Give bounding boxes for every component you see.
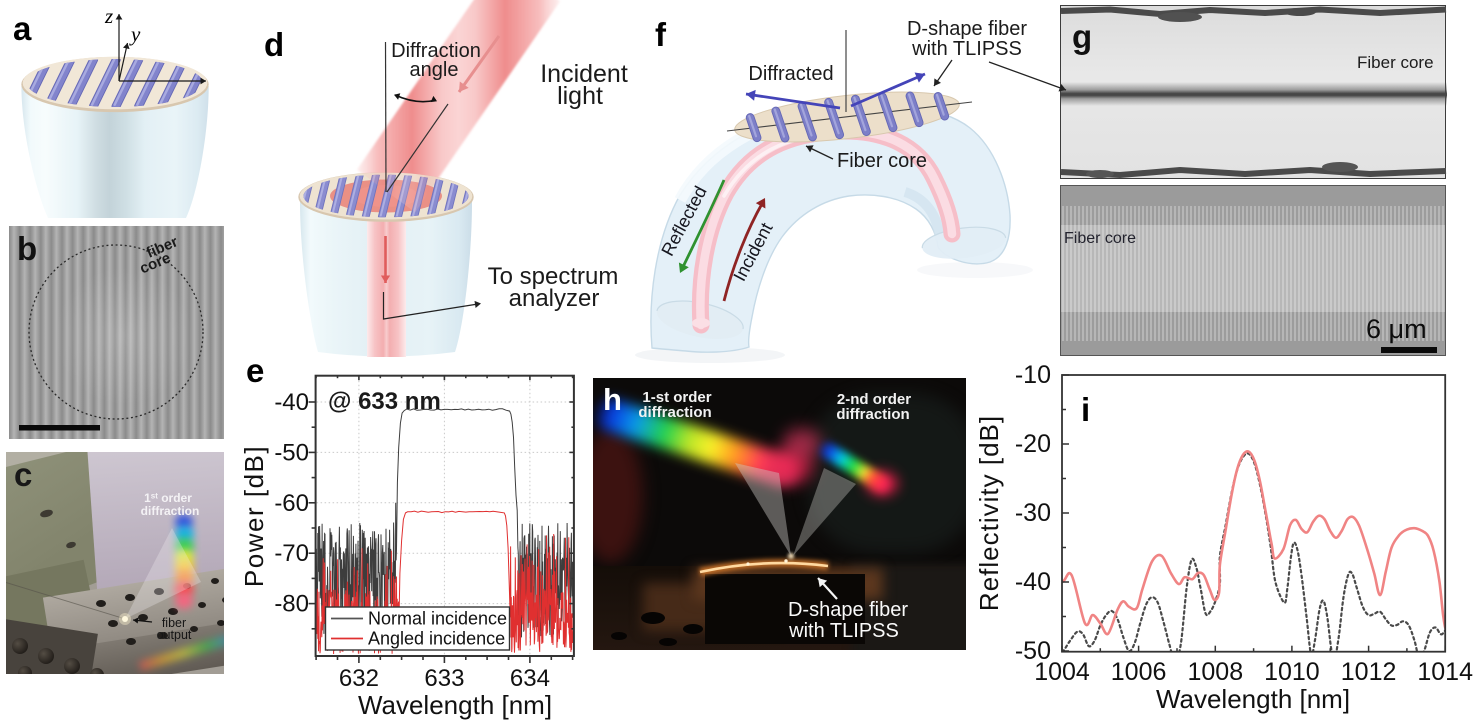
svg-text:@ 633 nm: @ 633 nm bbox=[328, 388, 441, 415]
svg-text:core: core bbox=[137, 249, 173, 277]
svg-text:z: z bbox=[104, 4, 113, 28]
svg-text:fiber: fiber bbox=[162, 616, 186, 630]
svg-text:1st order: 1st order bbox=[144, 491, 192, 505]
svg-text:632: 632 bbox=[339, 665, 379, 692]
svg-text:-60: -60 bbox=[274, 490, 309, 517]
svg-text:y: y bbox=[129, 22, 141, 46]
svg-text:diffraction: diffraction bbox=[638, 404, 711, 421]
svg-text:d: d bbox=[264, 26, 284, 63]
svg-text:1012: 1012 bbox=[1341, 658, 1397, 686]
svg-text:-40: -40 bbox=[274, 389, 309, 416]
svg-text:1014: 1014 bbox=[1417, 658, 1473, 686]
svg-text:D-shape fiber: D-shape fiber bbox=[788, 599, 908, 621]
svg-text:with TLIPSS: with TLIPSS bbox=[911, 38, 1022, 60]
svg-text:-40: -40 bbox=[1015, 568, 1051, 596]
svg-text:Power [dB]: Power [dB] bbox=[239, 445, 269, 587]
svg-text:light: light bbox=[557, 82, 603, 110]
svg-text:-20: -20 bbox=[1015, 430, 1051, 458]
svg-text:633: 633 bbox=[424, 665, 464, 692]
svg-text:1-st order: 1-st order bbox=[642, 389, 711, 406]
svg-text:a: a bbox=[13, 10, 32, 47]
svg-text:diffraction: diffraction bbox=[836, 406, 909, 423]
svg-text:analyzer: analyzer bbox=[509, 285, 600, 312]
svg-text:angle: angle bbox=[410, 59, 459, 81]
svg-text:1004: 1004 bbox=[1034, 658, 1090, 686]
svg-text:Reflectivity [dB]: Reflectivity [dB] bbox=[974, 415, 1004, 611]
svg-text:1006: 1006 bbox=[1111, 658, 1167, 686]
svg-text:6 μm: 6 μm bbox=[1366, 314, 1427, 344]
svg-text:1008: 1008 bbox=[1187, 658, 1243, 686]
svg-text:c: c bbox=[14, 456, 32, 493]
svg-text:Angled incidence: Angled incidence bbox=[368, 629, 505, 649]
svg-text:634: 634 bbox=[510, 665, 550, 692]
svg-text:Fiber core: Fiber core bbox=[1357, 53, 1434, 72]
svg-text:diffraction: diffraction bbox=[141, 504, 200, 518]
svg-text:Fiber core: Fiber core bbox=[1064, 230, 1136, 247]
svg-text:h: h bbox=[603, 382, 622, 417]
svg-text:e: e bbox=[246, 352, 264, 389]
svg-text:Wavelength [nm]: Wavelength [nm] bbox=[1156, 684, 1350, 714]
svg-text:To spectrum: To spectrum bbox=[488, 263, 619, 290]
svg-text:-10: -10 bbox=[1015, 361, 1051, 389]
svg-text:-50: -50 bbox=[1015, 637, 1051, 665]
svg-text:with TLIPSS: with TLIPSS bbox=[788, 620, 899, 642]
svg-text:Diffraction: Diffraction bbox=[391, 40, 481, 62]
svg-text:i: i bbox=[1081, 391, 1090, 428]
svg-text:output: output bbox=[157, 628, 192, 642]
svg-text:1010: 1010 bbox=[1264, 658, 1320, 686]
svg-text:Diffracted: Diffracted bbox=[748, 63, 833, 85]
svg-text:g: g bbox=[1072, 18, 1092, 55]
svg-text:D-shape fiber: D-shape fiber bbox=[907, 18, 1027, 40]
svg-text:-80: -80 bbox=[274, 591, 309, 618]
svg-text:Wavelength [nm]: Wavelength [nm] bbox=[358, 690, 552, 720]
svg-text:Normal incidence: Normal incidence bbox=[368, 609, 507, 629]
svg-text:-50: -50 bbox=[274, 439, 309, 466]
svg-text:2-nd order: 2-nd order bbox=[837, 391, 911, 408]
svg-text:f: f bbox=[655, 16, 667, 53]
svg-text:-70: -70 bbox=[274, 540, 309, 567]
svg-text:-30: -30 bbox=[1015, 499, 1051, 527]
svg-text:b: b bbox=[17, 230, 37, 267]
svg-text:Incident: Incident bbox=[540, 60, 628, 88]
svg-text:Fiber core: Fiber core bbox=[837, 150, 927, 172]
